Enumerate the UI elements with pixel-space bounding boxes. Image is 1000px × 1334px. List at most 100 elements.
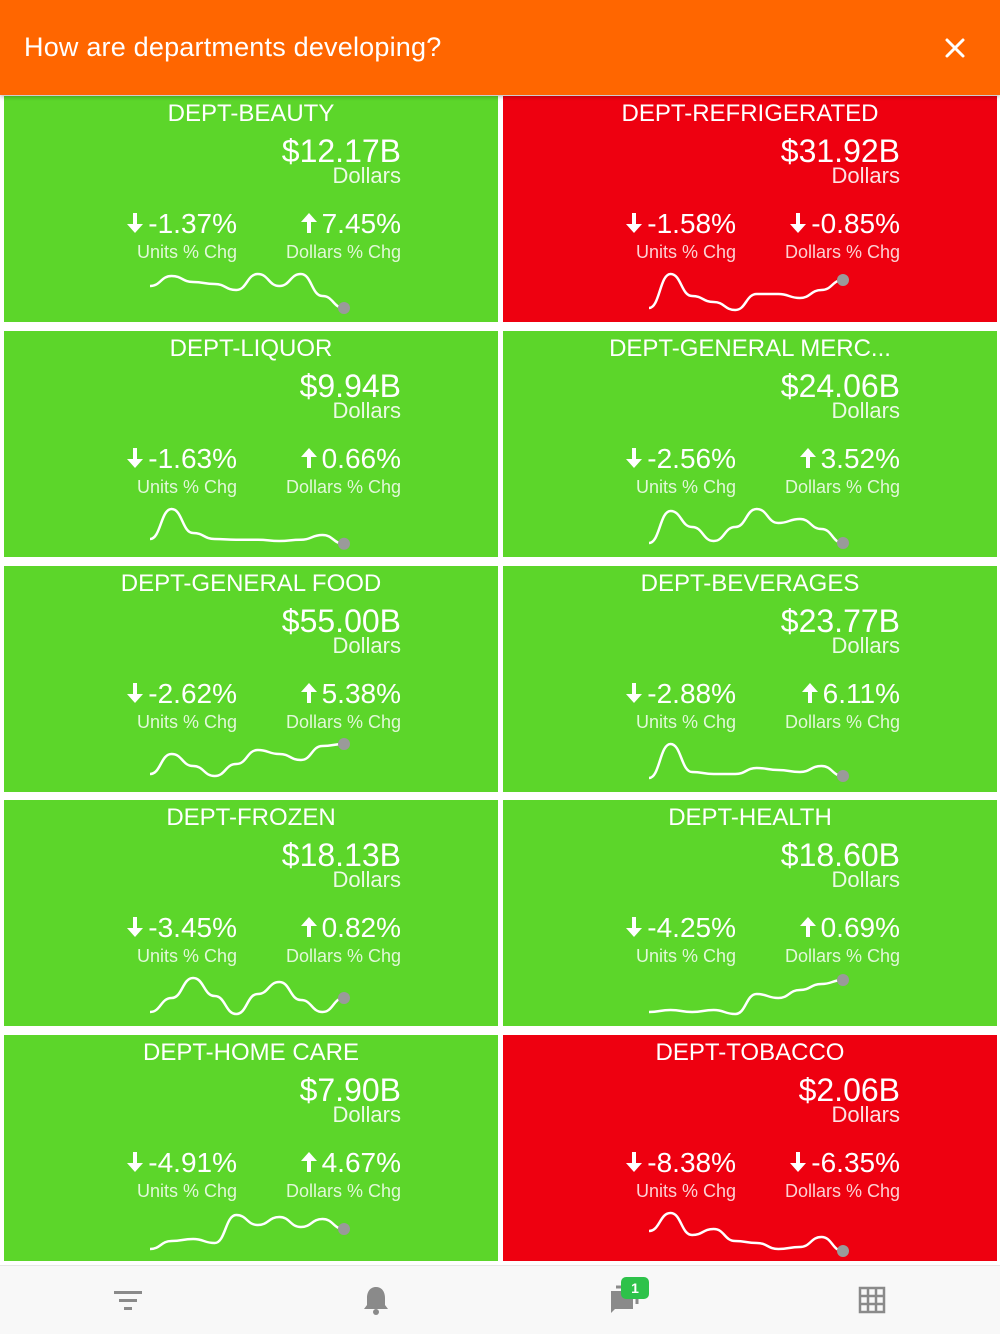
dollars-unit-label: Dollars [332, 1102, 401, 1128]
department-tile-dept-beverages[interactable]: DEPT-BEVERAGES $23.77B Dollars -2.88% 6.11% U… [503, 565, 997, 792]
department-tile-dept-tobacco[interactable]: DEPT-TOBACCO $2.06B Dollars -8.38% -6.35% Uni… [503, 1035, 997, 1262]
units-change-label: Units % Chg [635, 242, 736, 262]
department-tile-dept-general-merc[interactable]: DEPT-GENERAL MERC... $24.06B Dollars -2.56%… [503, 330, 997, 557]
department-tile-dept-refrigerated[interactable]: DEPT-REFRIGERATED $31.92B Dollars -1.58% -0.… [503, 96, 997, 322]
dollars-change-label: Dollars % Chg [285, 711, 401, 732]
department-name: DEPT-FROZEN [166, 804, 336, 832]
units-change-label: Units % Chg [136, 476, 237, 497]
dollars-change: 0.66% [300, 443, 401, 475]
arrow-down-icon [127, 682, 144, 703]
dollars-value: $2.06B [798, 1072, 900, 1109]
dollars-unit-label: Dollars [831, 867, 900, 893]
grid-icon[interactable] [855, 1283, 889, 1317]
dollars-unit-label: Dollars [831, 163, 900, 188]
units-change: -1.37% [126, 208, 237, 240]
sparkline-endpoint [837, 536, 849, 549]
trend-sparkline [648, 742, 849, 782]
dollars-change-value: 0.66% [321, 442, 401, 474]
arrow-down-icon [626, 682, 643, 703]
dollars-unit-label: Dollars [831, 397, 900, 423]
dollars-value: $31.92B [780, 133, 900, 169]
department-tile-dept-home-care[interactable]: DEPT-HOME CARE $7.90B Dollars -4.91% 4.67% Un… [4, 1035, 498, 1262]
sparkline-line [648, 272, 844, 312]
units-change-value: -8.38% [647, 1147, 736, 1179]
department-tile-dept-general-food[interactable]: DEPT-GENERAL FOOD $55.00B Dollars -2.62% 5.3… [4, 565, 498, 792]
dollars-unit-label: Dollars [332, 867, 401, 893]
dollars-change-label: Dollars % Chg [784, 711, 900, 732]
trend-sparkline [149, 977, 350, 1016]
arrow-up-icon [799, 917, 816, 938]
sparkline-line [648, 1211, 844, 1253]
dollars-value: $18.13B [281, 837, 401, 874]
dollars-value: $12.17B [281, 133, 401, 169]
trend-sparkline [648, 974, 849, 1016]
sparkline-line [648, 507, 844, 545]
dollars-value: $9.94B [299, 367, 401, 404]
bell-icon[interactable] [359, 1283, 393, 1317]
units-change-value: -4.25% [647, 912, 736, 944]
units-change-label: Units % Chg [635, 1181, 736, 1202]
units-change-value: -1.63% [148, 442, 237, 474]
dollars-change-label: Dollars % Chg [784, 1181, 900, 1202]
arrow-down-icon [790, 1152, 807, 1173]
department-tile-dept-health[interactable]: DEPT-HEALTH $18.60B Dollars -4.25% 0.69% Unit… [503, 800, 997, 1027]
department-tile-dept-beauty[interactable]: DEPT-BEAUTY $12.17B Dollars -1.37% 7.45% Unit… [4, 96, 498, 322]
department-tile-dept-liquor[interactable]: DEPT-LIQUOR $9.94B Dollars -1.63% 0.66% Units… [4, 330, 498, 557]
department-name: DEPT-GENERAL FOOD [120, 569, 382, 597]
dollars-change: 5.38% [300, 678, 401, 710]
sparkline-line [648, 742, 844, 779]
department-name: DEPT-LIQUOR [169, 334, 333, 362]
dollars-value: $18.60B [780, 837, 900, 874]
sparkline-line [648, 979, 844, 1016]
units-change-value: -1.37% [148, 208, 237, 239]
department-name: DEPT-TOBACCO [655, 1039, 845, 1067]
units-change-value: -4.91% [148, 1147, 237, 1179]
department-name: DEPT-HOME CARE [142, 1039, 360, 1067]
arrow-down-icon [127, 1152, 144, 1173]
sparkline-endpoint [338, 737, 350, 750]
dollars-change-label: Dollars % Chg [285, 242, 401, 262]
dollars-unit-label: Dollars [831, 1102, 900, 1128]
dollars-unit-label: Dollars [332, 397, 401, 423]
header-bar: How are departments developing? [0, 0, 1000, 95]
sparkline-endpoint [338, 1223, 350, 1236]
arrow-down-icon [626, 917, 643, 938]
units-change: -2.62% [126, 678, 237, 710]
units-change: -4.25% [625, 912, 736, 944]
dollars-change-label: Dollars % Chg [784, 476, 900, 497]
dollars-unit-label: Dollars [332, 163, 401, 188]
arrow-up-icon [300, 1152, 317, 1173]
units-change-label: Units % Chg [136, 1181, 237, 1202]
sparkline-line [149, 1213, 345, 1251]
units-change-label: Units % Chg [635, 476, 736, 497]
arrow-up-icon [300, 213, 317, 233]
trend-sparkline [149, 737, 350, 777]
arrow-up-icon [799, 447, 816, 468]
department-name: DEPT-BEAUTY [167, 100, 335, 127]
arrow-up-icon [300, 447, 317, 468]
close-icon[interactable] [940, 33, 970, 63]
department-tile-dept-frozen[interactable]: DEPT-FROZEN $18.13B Dollars -3.45% 0.82% Unit… [4, 800, 498, 1027]
dollars-change-value: 7.45% [321, 208, 401, 239]
units-change-value: -3.45% [148, 912, 237, 944]
dollars-change-label: Dollars % Chg [285, 1181, 401, 1202]
arrow-down-icon [127, 917, 144, 938]
department-name: DEPT-BEVERAGES [640, 569, 860, 597]
arrow-down-icon [790, 213, 807, 233]
arrow-down-icon [626, 1152, 643, 1173]
page-title: How are departments developing? [24, 32, 442, 62]
units-change-label: Units % Chg [635, 946, 736, 967]
dollars-value: $23.77B [780, 602, 900, 639]
dollars-change-label: Dollars % Chg [784, 946, 900, 967]
dollars-unit-label: Dollars [332, 632, 401, 658]
bottom-nav [0, 1265, 1000, 1334]
dollars-change: -0.85% [789, 208, 900, 240]
sparkline-endpoint [338, 302, 350, 314]
dollars-change-label: Dollars % Chg [285, 946, 401, 967]
department-name: DEPT-REFRIGERATED [621, 100, 879, 127]
units-change-label: Units % Chg [136, 711, 237, 732]
sparkline-line [149, 272, 345, 310]
filter-icon[interactable] [111, 1283, 145, 1317]
dollars-change-value: 0.69% [820, 912, 900, 944]
units-change-value: -2.88% [647, 677, 736, 709]
